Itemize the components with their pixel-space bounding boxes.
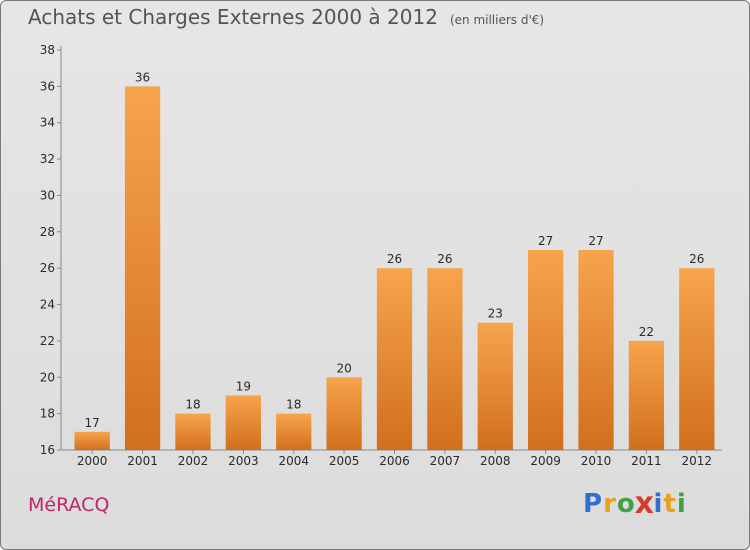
y-tick-label: 36 [40, 79, 55, 93]
data-label: 18 [185, 398, 200, 412]
chart-title-text: Achats et Charges Externes 2000 à 2012 [28, 5, 438, 29]
bar [477, 322, 513, 450]
logo-letter: x [634, 486, 655, 522]
y-tick-label: 32 [40, 152, 55, 166]
commune-name: MéRACQ [28, 494, 110, 516]
data-label: 20 [336, 361, 351, 375]
x-tick-label: 2009 [530, 454, 561, 468]
y-tick-label: 34 [40, 116, 55, 130]
data-label: 26 [437, 252, 452, 266]
bar [175, 413, 211, 450]
bar [74, 431, 110, 450]
x-tick-label: 2006 [379, 454, 410, 468]
data-label: 22 [639, 325, 654, 339]
x-tick-label: 2004 [278, 454, 309, 468]
data-label: 27 [588, 234, 603, 248]
unit-label: (en milliers d'€) [449, 13, 545, 27]
logo-letter: i [676, 489, 687, 519]
logo-letter: o [616, 489, 636, 519]
data-label: 23 [488, 307, 503, 321]
y-tick-label: 22 [40, 334, 55, 348]
x-tick-label: 2001 [127, 454, 158, 468]
axes: 16 18 20 22 24 26 28 30 32 34 36 38 [40, 43, 722, 457]
data-label: 18 [286, 398, 301, 412]
bar [225, 395, 261, 450]
x-tick-label: 2010 [581, 454, 612, 468]
data-label: 26 [689, 252, 704, 266]
data-label: 27 [538, 234, 553, 248]
y-tick-label: 24 [40, 298, 55, 312]
logo-letter: i [653, 489, 664, 519]
x-tick-label: 2008 [480, 454, 511, 468]
data-label: 19 [236, 379, 251, 393]
logo-letter: r [603, 489, 617, 519]
y-tick-label: 16 [40, 443, 55, 457]
labels: 2000 17 2001 36 2002 18 2003 19 2004 18 2005 20 2006… [77, 70, 712, 468]
proxiti-logo[interactable]: Proxiti [583, 486, 687, 522]
logo-letter: t [663, 489, 677, 519]
x-tick-label: 2005 [329, 454, 360, 468]
bar [578, 250, 614, 450]
bar [376, 268, 413, 450]
bar [679, 268, 715, 450]
y-tick-label: 26 [40, 261, 55, 275]
x-tick-label: 2011 [631, 454, 662, 468]
x-tick-label: 2000 [77, 454, 108, 468]
bar [528, 250, 564, 450]
y-tick-label: 28 [40, 225, 55, 239]
bar [124, 86, 161, 450]
bar [427, 268, 463, 450]
data-label: 26 [387, 252, 402, 266]
x-tick-label: 2012 [682, 454, 713, 468]
bar [628, 340, 665, 450]
bar [276, 413, 312, 450]
x-tick-label: 2002 [178, 454, 209, 468]
x-tick-label: 2007 [430, 454, 461, 468]
bar [326, 377, 362, 450]
data-label: 17 [85, 416, 100, 430]
chart-title: Achats et Charges Externes 2000 à 2012 (e… [28, 5, 544, 29]
y-tick-label: 20 [40, 370, 55, 384]
x-tick-label: 2003 [228, 454, 259, 468]
bars [74, 86, 715, 450]
data-label: 36 [135, 70, 150, 84]
y-tick-label: 18 [40, 407, 55, 421]
y-tick-label: 38 [40, 43, 55, 57]
logo-letter: P [583, 489, 604, 519]
y-tick-label: 30 [40, 188, 55, 202]
